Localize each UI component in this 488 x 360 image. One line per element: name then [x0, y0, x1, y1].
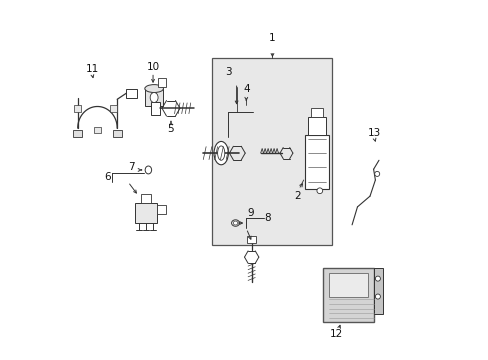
Bar — [305, 135, 328, 189]
Circle shape — [374, 171, 379, 176]
Text: 9: 9 — [247, 208, 254, 218]
Text: 11: 11 — [85, 64, 99, 74]
Ellipse shape — [233, 221, 237, 225]
Bar — [307, 117, 325, 135]
Bar — [323, 268, 373, 321]
Text: 6: 6 — [104, 172, 111, 182]
Bar — [73, 130, 82, 137]
Bar — [140, 194, 151, 203]
Bar — [74, 105, 81, 112]
Bar — [247, 235, 256, 243]
Bar — [151, 102, 160, 115]
Bar — [373, 268, 382, 315]
Ellipse shape — [150, 93, 158, 103]
Bar — [113, 130, 122, 137]
Ellipse shape — [231, 220, 239, 226]
Text: 7: 7 — [128, 162, 135, 172]
Ellipse shape — [144, 85, 163, 93]
Bar — [328, 273, 367, 297]
Bar — [110, 105, 117, 112]
Bar — [212, 58, 332, 244]
Circle shape — [375, 276, 380, 281]
Bar — [144, 89, 163, 107]
Text: 4: 4 — [243, 84, 249, 94]
Ellipse shape — [214, 141, 228, 165]
Ellipse shape — [145, 166, 151, 174]
Text: 12: 12 — [328, 329, 342, 339]
Text: 2: 2 — [294, 191, 300, 201]
Ellipse shape — [217, 146, 224, 160]
Circle shape — [316, 188, 322, 194]
Text: 1: 1 — [268, 33, 275, 43]
Bar — [310, 108, 323, 117]
Bar — [156, 205, 165, 214]
Text: 8: 8 — [264, 213, 270, 222]
Circle shape — [375, 294, 380, 299]
Bar — [135, 203, 156, 223]
Text: 3: 3 — [224, 67, 231, 77]
Text: 5: 5 — [167, 124, 174, 134]
Bar — [94, 127, 101, 134]
Bar — [158, 78, 165, 87]
Text: 10: 10 — [146, 62, 159, 72]
Bar — [126, 89, 137, 98]
Text: 13: 13 — [367, 129, 380, 138]
